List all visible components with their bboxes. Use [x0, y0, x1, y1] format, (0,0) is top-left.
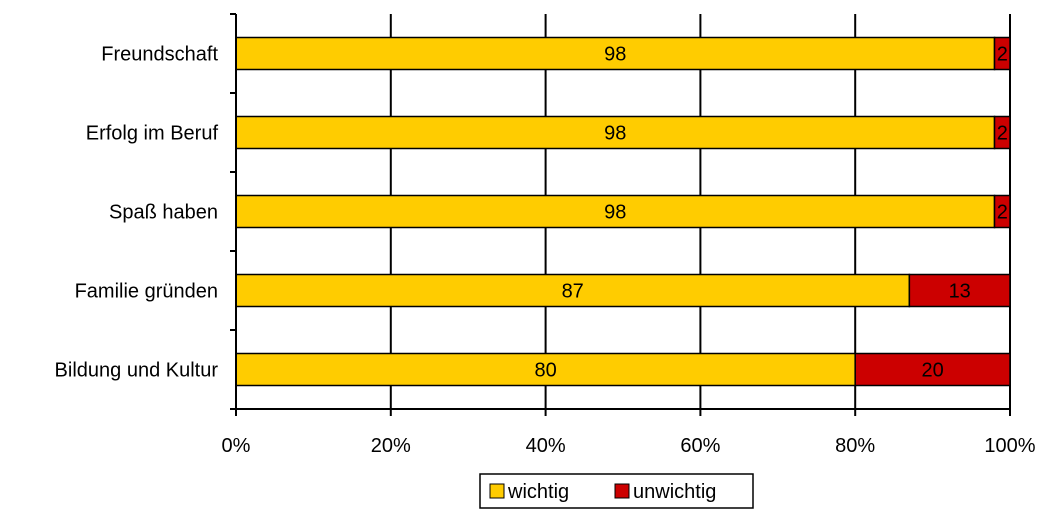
data-label-wichtig-3: 87: [562, 281, 584, 303]
labels: 98 2 Freundschaft 98 2 Erfolg im Beruf 98 2 Spaß…: [55, 44, 1036, 458]
x-tick-label-20: 20%: [371, 435, 411, 457]
legend-swatch-unwichtig: [614, 483, 630, 499]
bar-wichtig-1: [235, 115, 996, 150]
data-label-unwichtig-1: 2: [997, 123, 1008, 145]
bar-wichtig-0: [235, 36, 996, 71]
data-label-unwichtig-4: 20: [921, 360, 943, 382]
data-label-wichtig-0: 98: [604, 44, 626, 66]
legend-swatch-wichtig: [489, 483, 505, 499]
legend-label-wichtig: wichtig: [507, 481, 569, 503]
x-tick-label-0: 0%: [222, 435, 251, 457]
x-tick-label-100: 100%: [984, 435, 1035, 457]
category-label-1: Erfolg im Beruf: [86, 123, 219, 145]
x-tick-label-80: 80%: [835, 435, 875, 457]
data-label-unwichtig-2: 2: [997, 202, 1008, 224]
category-label-3: Familie gründen: [75, 281, 218, 303]
bar-unwichtig-0: [993, 36, 1011, 71]
bar-unwichtig-4: [854, 352, 1011, 387]
data-label-wichtig-2: 98: [604, 202, 626, 224]
data-label-wichtig-1: 98: [604, 123, 626, 145]
x-tick-label-60: 60%: [680, 435, 720, 457]
category-label-2: Spaß haben: [109, 202, 218, 224]
category-label-0: Freundschaft: [101, 44, 218, 66]
bar-unwichtig-1: [993, 115, 1011, 150]
data-label-unwichtig-0: 2: [997, 44, 1008, 66]
legend-label-unwichtig: unwichtig: [633, 481, 716, 503]
data-label-wichtig-4: 80: [534, 360, 556, 382]
legend: wichtig unwichtig: [479, 473, 754, 509]
data-label-unwichtig-3: 13: [949, 281, 971, 303]
x-tick-label-40: 40%: [526, 435, 566, 457]
category-label-4: Bildung und Kultur: [55, 360, 219, 382]
bar-unwichtig-2: [993, 194, 1011, 229]
axes: [230, 13, 1011, 416]
bar-unwichtig-3: [908, 273, 1011, 308]
